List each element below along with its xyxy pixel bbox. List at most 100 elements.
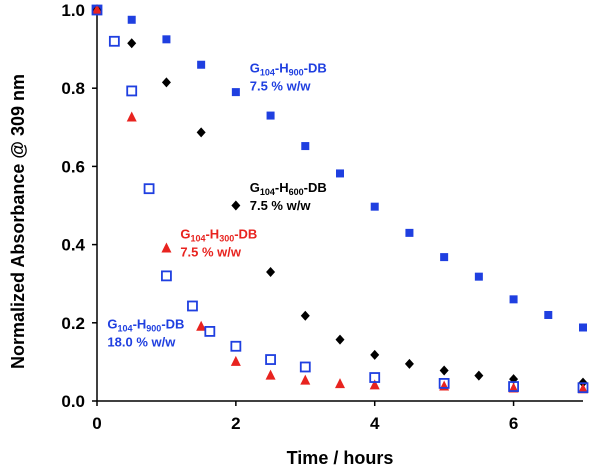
annotation-label: G104-H900-DB: [107, 317, 184, 334]
data-point-filled-diamond: [335, 334, 345, 345]
annotation-label: G104-H900-DB: [250, 61, 327, 78]
annotation-label-part: 300: [219, 234, 234, 244]
data-point-filled-diamond: [300, 310, 310, 321]
annotation-label-part: G: [250, 180, 260, 195]
x-tick-label: 2: [231, 414, 240, 433]
axes: [96, 8, 583, 402]
data-marks: [91, 4, 589, 394]
annotation-label-part: 104: [260, 187, 275, 197]
x-tick-label: 0: [92, 414, 101, 433]
data-point-open-square: [577, 382, 589, 394]
data-point-filled-triangle: [578, 383, 588, 394]
annotation-concentration: 18.0 % w/w: [107, 335, 176, 350]
data-point-filled-triangle: [230, 355, 241, 366]
annotation-label-part: -DB: [234, 227, 257, 242]
annotation-label-part: 600: [289, 187, 304, 197]
data-point-open-square: [438, 378, 450, 389]
series-annotation: G104-H300-DB7.5 % w/w: [180, 227, 257, 260]
annotation-label-part: 104: [190, 234, 205, 244]
annotation-label: G104-H600-DB: [250, 180, 327, 197]
y-tick-label: 0.8: [61, 79, 85, 98]
data-point-filled-square: [509, 295, 518, 304]
annotation-label-part: 900: [146, 324, 161, 334]
y-tick-label: 0.6: [61, 157, 85, 176]
data-point-filled-square: [301, 142, 310, 151]
annotation-label-part: 104: [118, 324, 133, 334]
annotation-concentration: 7.5 % w/w: [250, 198, 312, 213]
data-point-filled-diamond: [439, 365, 449, 376]
data-point-open-square: [143, 183, 155, 195]
annotation-label-part: -H: [133, 317, 147, 332]
annotation-label-part: G: [180, 227, 190, 242]
data-point-open-square: [91, 4, 103, 16]
data-point-filled-triangle: [126, 111, 137, 122]
data-point-filled-diamond: [266, 266, 276, 277]
series-annotation: G104-H600-DB7.5 % w/w: [250, 180, 327, 213]
data-point-open-square: [299, 361, 311, 373]
data-point-filled-triangle: [196, 320, 207, 331]
data-point-filled-diamond: [404, 358, 414, 369]
annotation-label-part: -H: [205, 227, 219, 242]
data-point-filled-square: [336, 169, 344, 178]
data-point-filled-square: [162, 35, 171, 44]
data-point-filled-triangle: [161, 242, 172, 253]
data-point-filled-square: [197, 60, 206, 69]
data-point-filled-square: [474, 272, 483, 281]
annotation-label-part: -DB: [304, 61, 327, 76]
data-point-filled-triangle: [439, 380, 450, 391]
data-point-filled-square: [440, 253, 449, 262]
y-tick-label: 0.4: [61, 236, 85, 255]
data-point-filled-diamond: [127, 38, 137, 49]
data-point-filled-diamond: [231, 200, 241, 211]
data-point-filled-diamond: [196, 127, 206, 138]
annotation-concentration: 7.5 % w/w: [250, 79, 312, 94]
data-point-open-square: [126, 85, 138, 97]
annotation-label-part: -DB: [304, 180, 327, 195]
annotation-label-part: 900: [289, 68, 304, 78]
annotation-concentration: 7.5 % w/w: [180, 245, 242, 260]
annotation-label-part: G: [107, 317, 117, 332]
data-point-open-square: [204, 326, 216, 337]
data-point-open-square: [108, 35, 120, 47]
data-point-open-square: [265, 354, 276, 365]
data-point-filled-square: [127, 15, 136, 24]
data-point-filled-square: [544, 310, 553, 319]
y-tick-label: 1.0: [61, 1, 85, 20]
annotation-label-part: G: [250, 61, 260, 76]
data-point-filled-triangle: [508, 382, 519, 393]
data-point-filled-diamond: [370, 349, 380, 360]
annotation-label-part: -H: [275, 61, 289, 76]
y-tick-label: 0.0: [61, 392, 85, 411]
data-point-open-square: [369, 372, 381, 383]
data-point-filled-square: [266, 111, 275, 120]
data-point-filled-square: [231, 88, 240, 97]
annotation-label-part: -H: [275, 180, 289, 195]
data-point-open-square: [508, 381, 519, 392]
data-point-filled-diamond: [161, 77, 171, 88]
data-point-open-square: [230, 340, 242, 352]
x-axis-title: Time / hours: [287, 448, 394, 468]
data-point-filled-triangle: [369, 379, 380, 390]
y-tick-label: 0.2: [61, 314, 85, 333]
data-point-open-square: [161, 270, 172, 282]
data-point-filled-square: [405, 228, 414, 237]
annotation-label-part: 104: [260, 68, 275, 78]
data-point-filled-square: [579, 323, 587, 332]
x-tick-label: 6: [509, 414, 518, 433]
data-point-open-square: [187, 300, 198, 312]
annotation-label: G104-H300-DB: [180, 227, 257, 244]
data-point-filled-triangle: [335, 378, 345, 389]
x-tick-label: 4: [370, 414, 380, 433]
data-point-filled-square: [370, 202, 379, 211]
data-point-filled-triangle: [265, 369, 276, 380]
y-axis-title: Normalized Absorbance @ 309 nm: [8, 74, 28, 369]
data-point-filled-diamond: [474, 370, 484, 381]
series-annotation: G104-H900-DB7.5 % w/w: [250, 61, 327, 94]
data-point-filled-triangle: [92, 4, 102, 14]
data-point-filled-triangle: [300, 374, 311, 385]
ticks: 0 2 4 6 0.0 0.2 0.4 0.6 0.8 1.0: [61, 1, 518, 433]
annotation-label-part: -DB: [161, 317, 184, 332]
